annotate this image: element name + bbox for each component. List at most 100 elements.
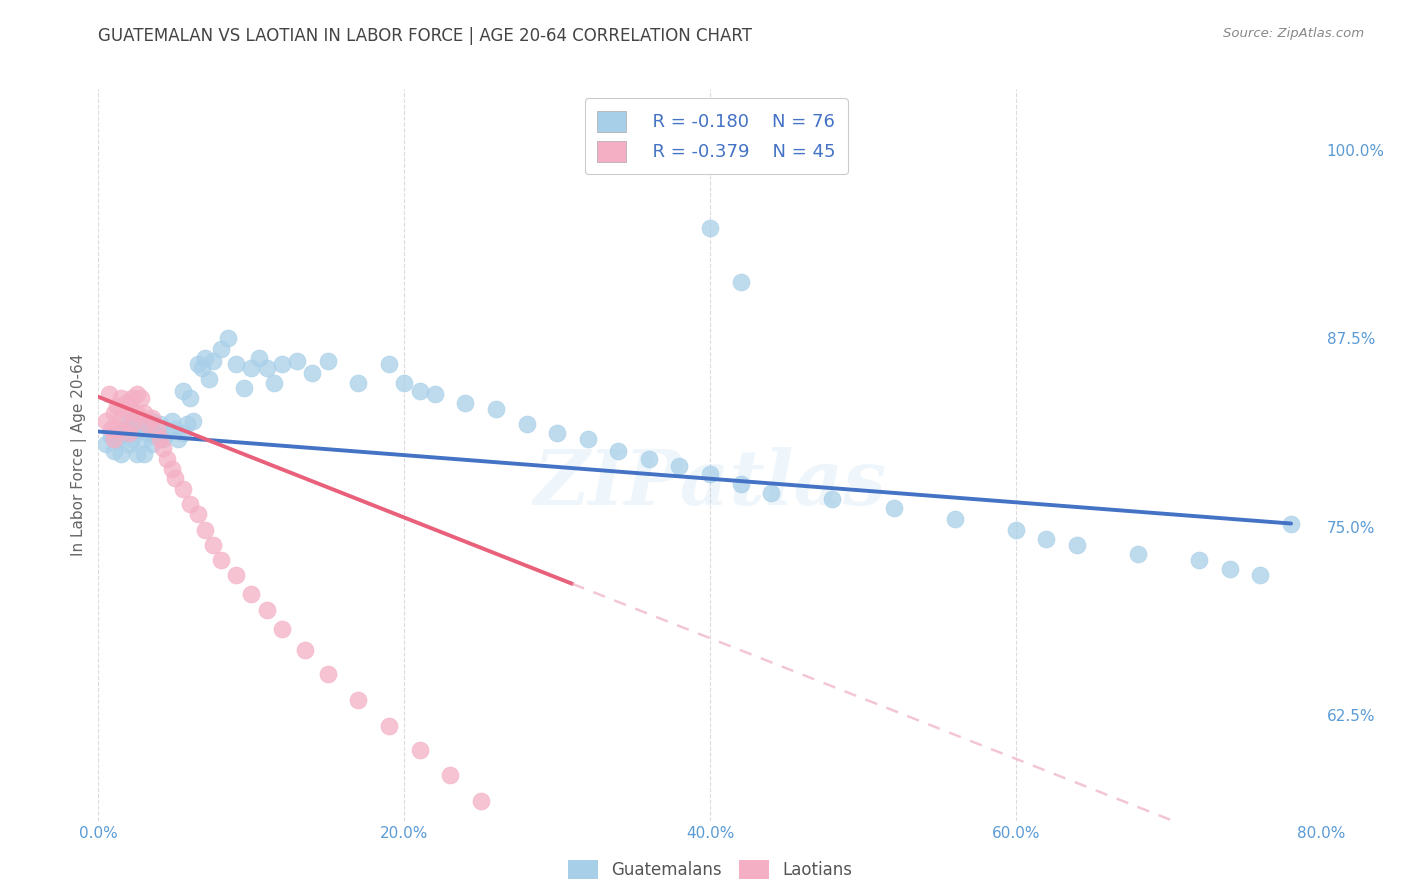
Point bbox=[110, 425, 132, 440]
Point bbox=[454, 396, 477, 410]
Point bbox=[439, 768, 461, 782]
Point bbox=[94, 436, 117, 450]
Point bbox=[637, 451, 661, 466]
Point bbox=[172, 482, 194, 496]
Point bbox=[470, 794, 492, 808]
Point bbox=[136, 425, 159, 440]
Point bbox=[546, 844, 568, 858]
Point bbox=[516, 824, 538, 838]
Point bbox=[1249, 567, 1271, 582]
Point bbox=[1279, 516, 1302, 531]
Point bbox=[316, 667, 339, 681]
Point bbox=[172, 425, 194, 440]
Point bbox=[232, 381, 254, 395]
Point bbox=[1035, 532, 1057, 546]
Point bbox=[125, 407, 148, 421]
Point bbox=[176, 417, 198, 431]
Point bbox=[247, 351, 270, 365]
Point bbox=[129, 421, 152, 435]
Point bbox=[125, 417, 148, 431]
Text: Source: ZipAtlas.com: Source: ZipAtlas.com bbox=[1223, 27, 1364, 40]
Point bbox=[172, 384, 194, 398]
Point bbox=[1004, 523, 1026, 537]
Point bbox=[115, 396, 138, 410]
Point bbox=[516, 417, 538, 431]
Point bbox=[156, 425, 179, 440]
Point bbox=[256, 602, 278, 616]
Point bbox=[141, 414, 163, 428]
Point bbox=[378, 357, 401, 371]
Point bbox=[110, 411, 132, 425]
Point bbox=[187, 508, 209, 522]
Point bbox=[392, 376, 416, 391]
Point bbox=[110, 447, 132, 461]
Point bbox=[1188, 553, 1211, 567]
Point bbox=[118, 414, 141, 428]
Point bbox=[347, 376, 370, 391]
Point bbox=[156, 451, 179, 466]
Point bbox=[408, 743, 430, 757]
Point bbox=[121, 432, 143, 446]
Point bbox=[821, 492, 844, 507]
Point bbox=[103, 432, 125, 446]
Point bbox=[136, 417, 159, 431]
Point bbox=[134, 407, 156, 421]
Point bbox=[209, 342, 232, 356]
Point bbox=[194, 351, 217, 365]
Point bbox=[202, 538, 225, 552]
Point bbox=[160, 414, 183, 428]
Point bbox=[546, 425, 568, 440]
Point bbox=[347, 693, 370, 707]
Point bbox=[759, 486, 782, 500]
Point bbox=[125, 387, 148, 401]
Point bbox=[576, 432, 599, 446]
Point bbox=[187, 357, 209, 371]
Point bbox=[270, 622, 292, 636]
Point bbox=[118, 401, 141, 416]
Point bbox=[225, 357, 247, 371]
Point bbox=[100, 429, 122, 443]
Point bbox=[1219, 562, 1241, 576]
Point bbox=[160, 462, 183, 476]
Point bbox=[134, 432, 156, 446]
Point bbox=[181, 414, 204, 428]
Point bbox=[115, 421, 138, 435]
Point bbox=[110, 392, 132, 406]
Text: GUATEMALAN VS LAOTIAN IN LABOR FORCE | AGE 20-64 CORRELATION CHART: GUATEMALAN VS LAOTIAN IN LABOR FORCE | A… bbox=[98, 27, 752, 45]
Point bbox=[730, 477, 752, 491]
Point bbox=[141, 411, 163, 425]
Point bbox=[118, 436, 141, 450]
Point bbox=[217, 331, 239, 345]
Point bbox=[668, 459, 690, 474]
Point bbox=[118, 425, 141, 440]
Point bbox=[197, 372, 219, 386]
Legend: Guatemalans, Laotians: Guatemalans, Laotians bbox=[561, 853, 859, 886]
Point bbox=[149, 417, 172, 431]
Point bbox=[378, 718, 401, 732]
Point bbox=[152, 432, 174, 446]
Point bbox=[408, 384, 430, 398]
Point bbox=[943, 512, 966, 526]
Point bbox=[129, 392, 152, 406]
Point bbox=[270, 357, 292, 371]
Point bbox=[240, 587, 263, 601]
Point bbox=[94, 414, 117, 428]
Point bbox=[105, 421, 128, 435]
Point bbox=[134, 447, 156, 461]
Point bbox=[152, 441, 174, 455]
Point bbox=[103, 407, 125, 421]
Point bbox=[191, 361, 214, 376]
Point bbox=[202, 353, 225, 368]
Point bbox=[98, 387, 121, 401]
Point bbox=[179, 497, 201, 511]
Point bbox=[125, 447, 148, 461]
Point bbox=[167, 432, 190, 446]
Point bbox=[100, 421, 122, 435]
Point bbox=[423, 387, 446, 401]
Point bbox=[263, 376, 285, 391]
Point bbox=[485, 401, 508, 416]
Point bbox=[145, 421, 167, 435]
Point bbox=[316, 353, 339, 368]
Point bbox=[209, 553, 232, 567]
Point bbox=[285, 353, 308, 368]
